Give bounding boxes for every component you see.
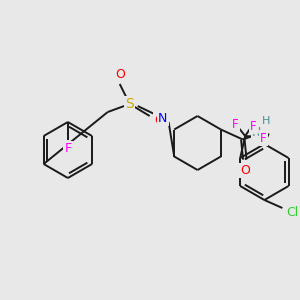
- Text: F: F: [64, 142, 71, 155]
- Text: H: H: [262, 116, 270, 127]
- Text: O: O: [115, 68, 125, 80]
- Text: S: S: [125, 97, 134, 111]
- Text: O: O: [240, 164, 250, 177]
- Text: N: N: [252, 126, 262, 139]
- Text: F: F: [260, 131, 266, 145]
- Text: N: N: [158, 112, 167, 124]
- Text: F: F: [232, 118, 238, 130]
- Text: F: F: [250, 119, 256, 133]
- Text: Cl: Cl: [286, 206, 298, 220]
- Text: O: O: [155, 113, 165, 127]
